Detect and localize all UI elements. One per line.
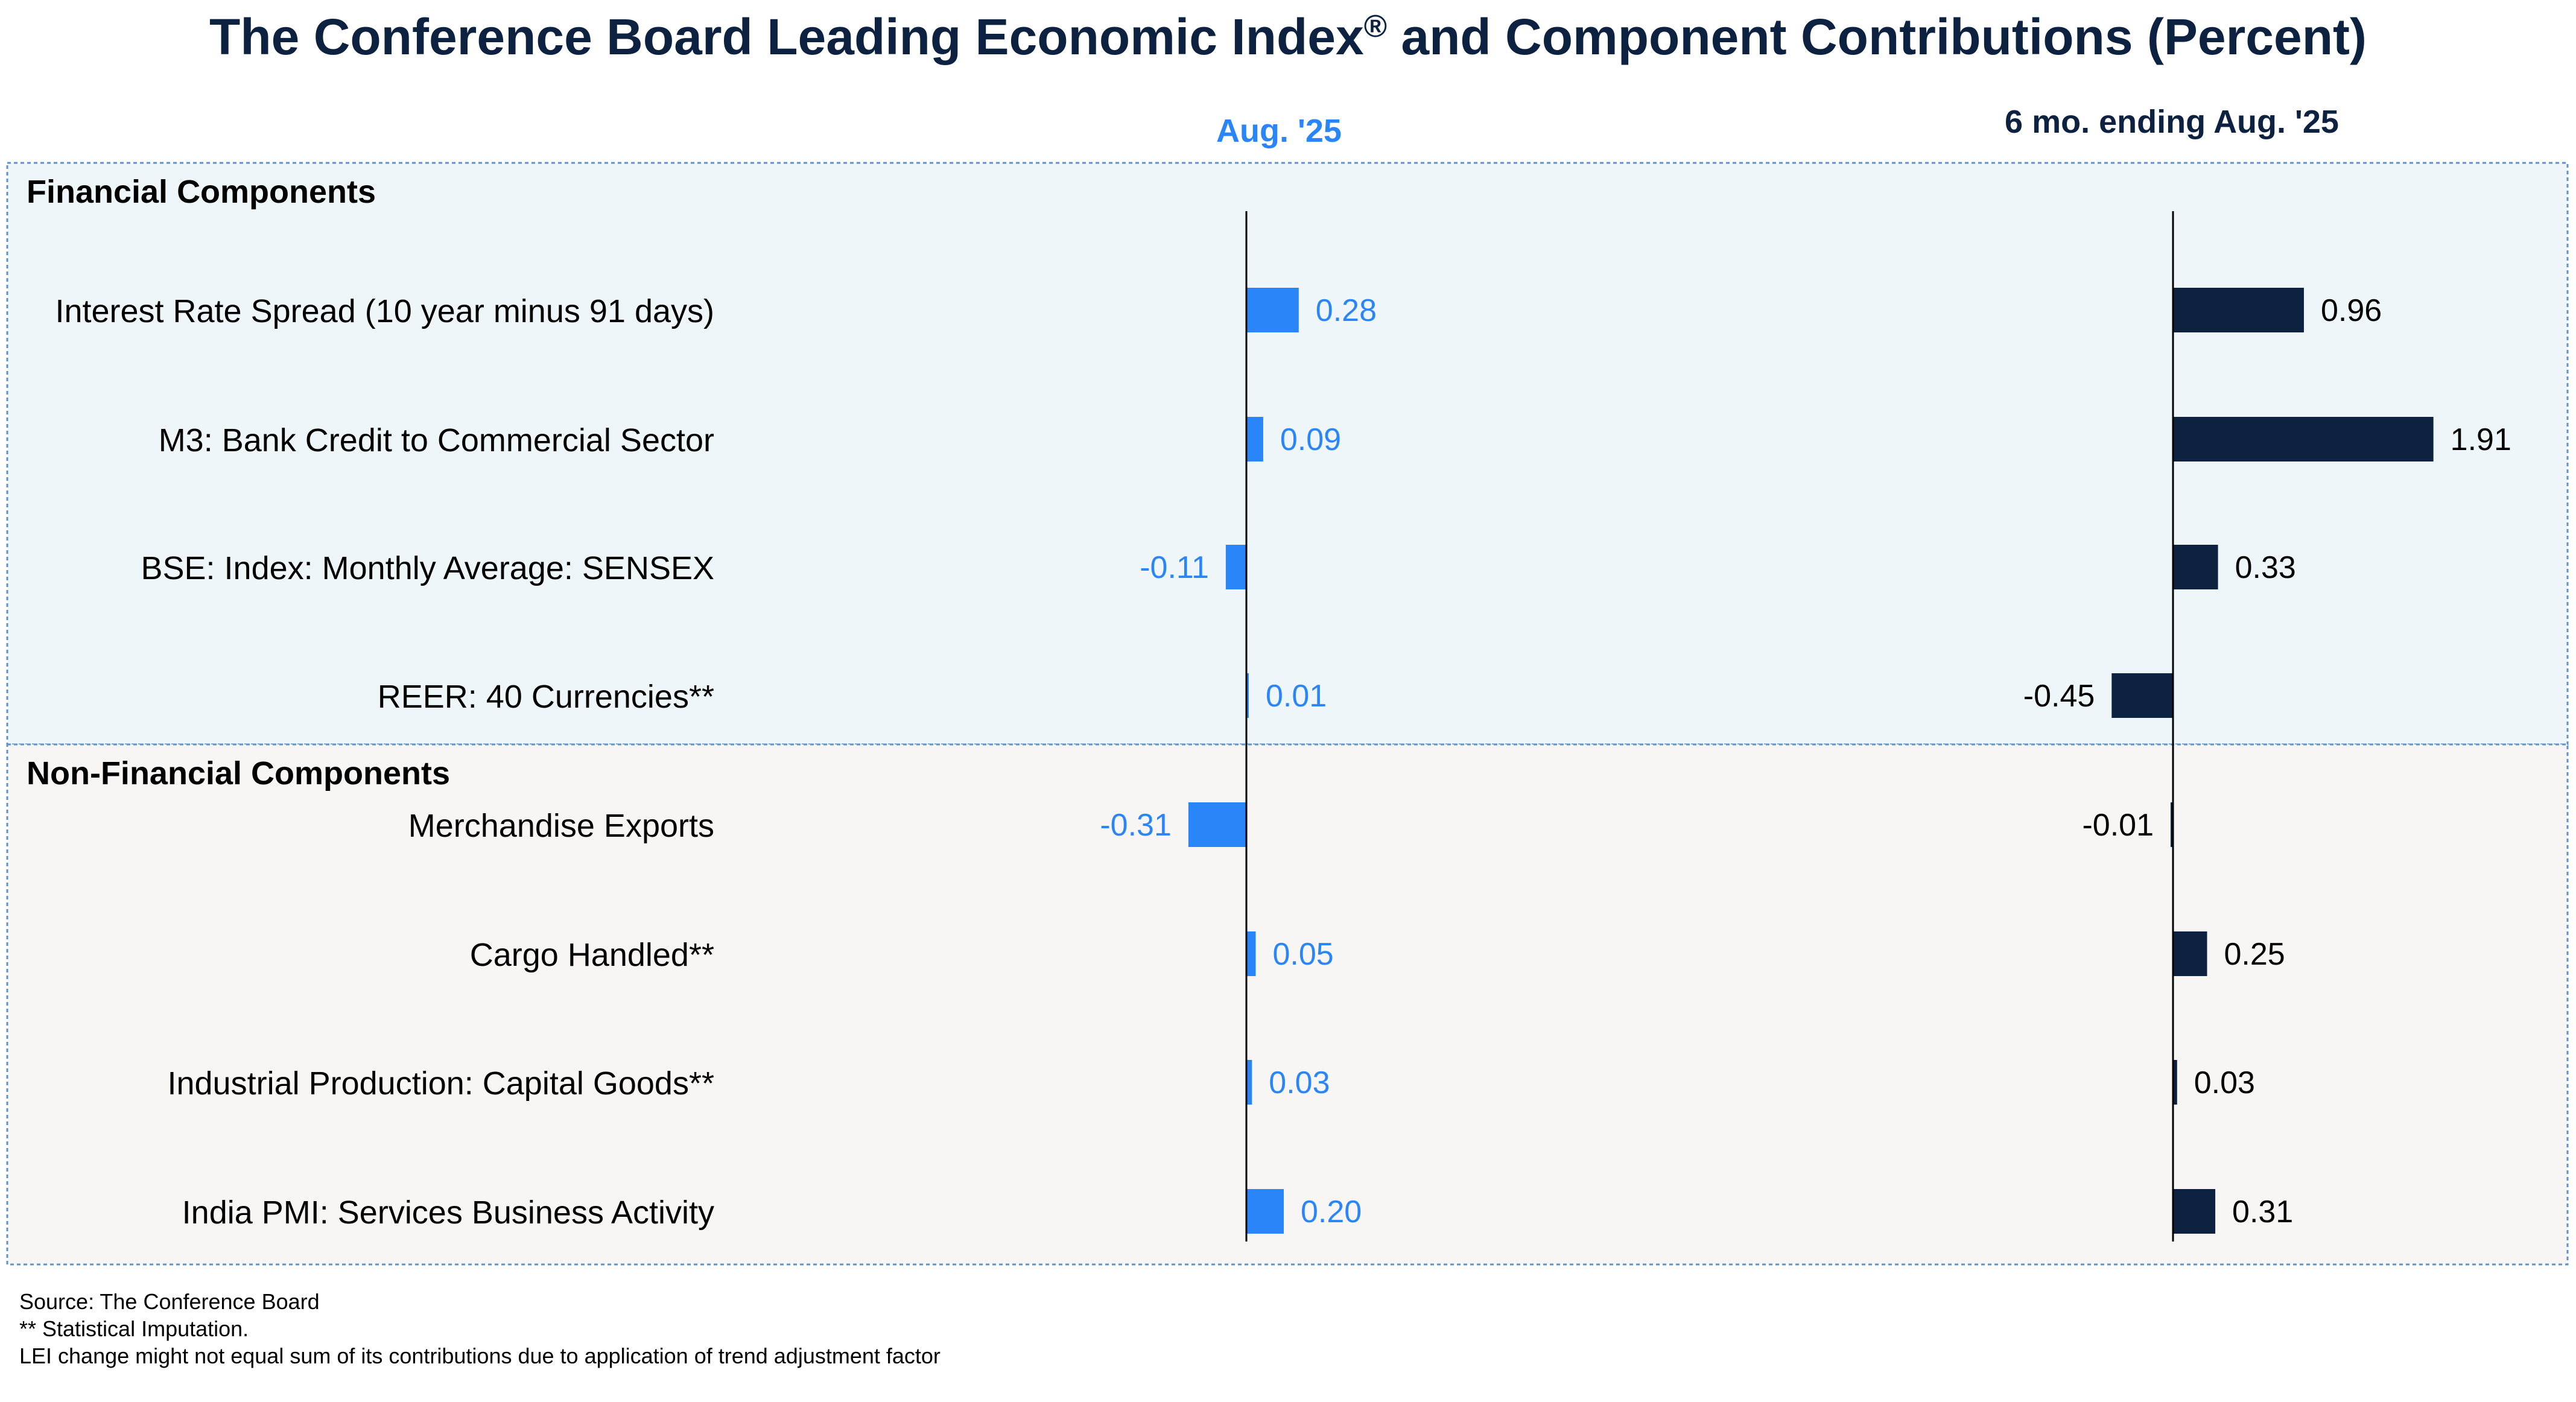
category-label: India PMI: Services Business Activity	[182, 1194, 714, 1231]
category-label: Cargo Handled**	[470, 937, 714, 973]
section-title-financial: Financial Components	[27, 174, 376, 210]
category-label: REER: 40 Currencies**	[378, 679, 714, 715]
value-label: 0.05	[1273, 937, 1334, 972]
non-financial-panel	[6, 743, 2569, 1266]
bar	[2171, 802, 2173, 847]
value-labels: 0.28 0.09 -0.11 0.01 -0.31 0.05 0.03 0.20 0.96 1.…	[1100, 293, 2511, 1229]
bar	[2173, 545, 2218, 589]
value-label: 0.96	[2321, 293, 2382, 328]
bar	[2173, 1060, 2177, 1105]
series-header-6-month: 6 mo. ending Aug. '25	[2005, 104, 2339, 140]
registered-mark: ®	[1364, 9, 1387, 44]
bar	[2173, 417, 2434, 462]
value-label: -0.31	[1100, 808, 1172, 843]
bar	[2111, 673, 2173, 718]
value-label: 1.91	[2451, 422, 2511, 457]
bar	[2173, 288, 2304, 332]
value-label: -0.11	[1140, 550, 1209, 585]
financial-panel	[6, 162, 2569, 746]
bar	[1225, 545, 1246, 589]
imputation-note: ** Statistical Imputation.	[19, 1316, 249, 1341]
bar	[1246, 1189, 1284, 1234]
category-label: BSE: Index: Monthly Average: SENSEX	[141, 550, 714, 586]
bar	[1246, 673, 1249, 718]
bars	[1188, 288, 2434, 1234]
value-label: 0.01	[1266, 679, 1327, 714]
bar	[2173, 1189, 2216, 1234]
category-labels: Interest Rate Spread (10 year minus 91 d…	[55, 293, 714, 1231]
bar	[1246, 288, 1299, 332]
category-label: Merchandise Exports	[408, 808, 714, 844]
category-label: Interest Rate Spread (10 year minus 91 d…	[55, 293, 714, 329]
axis-lines	[1245, 211, 2174, 1242]
bar	[1246, 1060, 1252, 1105]
value-label: 0.31	[2232, 1194, 2293, 1229]
bar	[1246, 931, 1256, 976]
trend-adjustment-note: LEI change might not equal sum of its co…	[19, 1343, 941, 1368]
bar	[1246, 417, 1263, 462]
value-label: -0.01	[2082, 808, 2154, 843]
value-label: 0.28	[1316, 293, 1377, 328]
value-label: -0.45	[2023, 679, 2095, 714]
section-title-non-financial: Non-Financial Components	[27, 755, 450, 791]
value-label: 0.25	[2224, 937, 2285, 972]
category-label: M3: Bank Credit to Commercial Sector	[159, 422, 714, 458]
source-note: Source: The Conference Board	[19, 1289, 320, 1314]
value-label: 0.03	[2194, 1065, 2255, 1100]
value-label: 0.33	[2235, 550, 2296, 585]
value-label: 0.03	[1269, 1065, 1330, 1100]
bar	[1188, 802, 1246, 847]
series-header-aug-25: Aug. '25	[1216, 113, 1342, 149]
value-label: 0.20	[1301, 1194, 1362, 1229]
chart-title: The Conference Board Leading Economic In…	[209, 8, 2367, 65]
value-label: 0.09	[1280, 422, 1341, 457]
bar	[2173, 931, 2207, 976]
category-label: Industrial Production: Capital Goods**	[167, 1065, 714, 1102]
